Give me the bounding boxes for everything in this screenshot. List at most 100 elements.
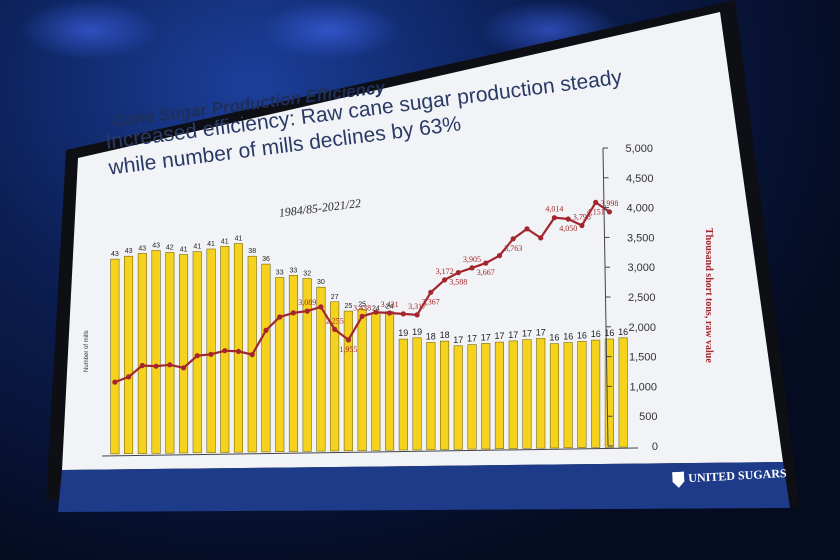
mill-bar: [179, 254, 189, 454]
bar-value-label: 43: [138, 245, 146, 252]
bar-value-label: 30: [317, 279, 325, 286]
right-axis-title: Thousand short tons, raw value: [703, 228, 714, 363]
bar-value-label: 33: [290, 267, 298, 274]
bar-value-label: 19: [412, 327, 422, 337]
production-point: [565, 216, 571, 222]
bar-value-label: 41: [193, 244, 201, 251]
production-label: 3,905: [463, 255, 481, 264]
mill-bar: [343, 310, 353, 452]
bar-value-label: 16: [549, 333, 559, 343]
production-point: [222, 348, 228, 354]
production-point: [483, 260, 489, 266]
mill-bar: [275, 277, 285, 452]
bar-value-label: 18: [426, 331, 436, 341]
production-point: [112, 379, 118, 385]
right-axis-tick-label: 0: [652, 441, 658, 453]
production-point: [208, 351, 214, 357]
mill-bar: [124, 255, 134, 455]
production-label: 3,317: [408, 302, 426, 311]
production-label: 3,998: [600, 199, 618, 208]
production-point: [387, 310, 393, 316]
bar-value-label: 24: [372, 305, 380, 312]
mill-bar: [398, 338, 408, 451]
bar-value-label: 18: [440, 330, 450, 340]
mill-bar: [536, 338, 546, 449]
production-point: [510, 236, 516, 242]
bar-value-label: 27: [331, 294, 339, 301]
bar-value-label: 41: [180, 247, 188, 254]
mill-bar: [618, 337, 628, 448]
production-point: [442, 277, 448, 283]
production-point: [167, 362, 173, 368]
bar-value-label: 17: [522, 329, 532, 339]
production-point: [263, 327, 269, 333]
bar-value-label: 38: [248, 248, 256, 255]
mill-bar: [192, 251, 202, 454]
production-point: [496, 253, 503, 259]
mill-bar: [453, 345, 463, 450]
production-point: [194, 353, 200, 359]
production-label: 4,151: [587, 207, 605, 216]
production-label: 3,431: [381, 300, 399, 309]
ceiling-light: [260, 0, 400, 60]
mill-bar: [357, 308, 367, 451]
right-axis-tick-label: 2,500: [628, 292, 656, 304]
bar-value-label: 17: [494, 331, 504, 341]
production-point: [551, 215, 558, 221]
bar-value-label: 43: [152, 243, 160, 250]
bar-value-label: 17: [453, 335, 463, 345]
bar-value-label: 42: [166, 244, 174, 251]
production-label: 3,089: [298, 298, 316, 307]
production-label: 1,955: [339, 345, 357, 354]
bar-value-label: 25: [358, 301, 366, 308]
mill-bar: [110, 258, 120, 455]
mill-bar: [481, 343, 491, 450]
mill-bar: [439, 340, 450, 450]
mill-bar: [316, 286, 326, 452]
right-axis-tick-label: 3,500: [627, 232, 655, 244]
production-label: 3,798: [573, 213, 591, 222]
production-point: [249, 352, 255, 358]
production-point: [538, 235, 544, 241]
bar-value-label: 43: [125, 248, 133, 255]
bar-value-label: 41: [235, 236, 243, 243]
production-point: [181, 365, 187, 371]
bar-value-label: 33: [276, 270, 284, 277]
production-point: [414, 312, 420, 318]
right-axis-tick-label: 500: [639, 411, 657, 423]
mill-bar: [261, 263, 271, 453]
right-axis-tick-label: 1,000: [629, 381, 657, 393]
mill-bar: [577, 340, 587, 448]
x-axis-line: [101, 447, 639, 457]
mill-bar: [165, 252, 175, 454]
bar-value-label: 41: [221, 238, 229, 245]
bar-value-label: 17: [481, 332, 491, 342]
slide-footer: [58, 462, 790, 512]
mill-bar: [206, 248, 216, 453]
mill-bar: [233, 243, 243, 453]
production-point: [400, 311, 406, 317]
production-point: [126, 374, 132, 380]
production-point: [606, 209, 613, 215]
mill-bar: [137, 253, 147, 454]
bar-value-label: 17: [536, 327, 546, 337]
mill-bar: [549, 343, 560, 449]
production-point: [359, 313, 365, 319]
production-point: [290, 310, 296, 316]
bar-value-label: 24: [386, 304, 394, 311]
right-axis-tick-label: 4,500: [626, 173, 654, 185]
bar-value-label: 16: [577, 330, 587, 340]
mill-bar: [412, 337, 422, 451]
production-point: [332, 326, 338, 332]
mill-bar: [330, 301, 340, 452]
production-point: [304, 308, 310, 314]
mill-bar: [302, 278, 312, 452]
bar-value-label: 43: [111, 251, 119, 258]
production-label: 2,255: [326, 316, 344, 325]
mill-bar: [591, 339, 601, 448]
left-axis-title: Number of mills: [84, 330, 90, 372]
bar-value-label: 16: [563, 332, 573, 342]
mill-bar: [288, 274, 299, 452]
shield-icon: [672, 472, 685, 489]
